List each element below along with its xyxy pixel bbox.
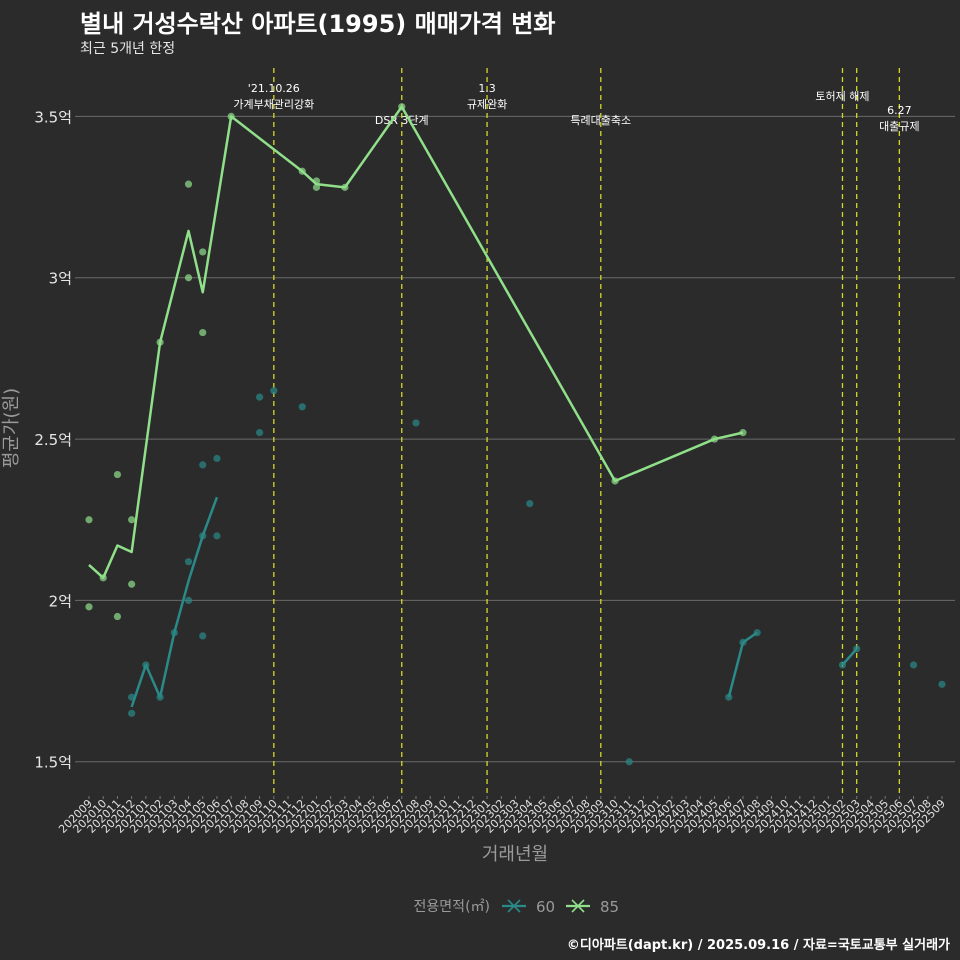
data-point-60 — [213, 454, 221, 463]
data-point-60 — [739, 638, 747, 646]
data-point-85 — [341, 183, 349, 191]
data-point-85 — [113, 470, 122, 479]
annotation-label: 토허제 해제 — [815, 89, 869, 103]
y-tick-label: 2.5억 — [34, 431, 72, 449]
data-point-60 — [853, 645, 861, 653]
annotation-label: 대출규제 — [879, 120, 919, 133]
annotation-label: DSR 3단계 — [375, 114, 429, 127]
y-tick-label: 3.5억 — [34, 108, 72, 126]
data-point-60 — [128, 709, 136, 717]
annotation-label: 1.3 — [478, 82, 496, 95]
data-point-85 — [85, 603, 93, 611]
legend-swatch-x — [571, 899, 585, 913]
y-axis-label: 평균가(원) — [1, 388, 22, 468]
legend-label: 60 — [536, 898, 555, 916]
legend: 전용면적(㎡) 60 85 — [414, 898, 620, 916]
chart-subtitle: 최근 5개년 한정 — [80, 41, 176, 57]
series-line-60 — [130, 496, 219, 708]
data-point-85 — [99, 574, 107, 582]
data-point-85 — [298, 167, 306, 175]
source-caption: ©디아파트(dapt.kr) / 2025.09.16 / 자료=국토교통부 실… — [566, 938, 950, 953]
data-point-60 — [184, 596, 193, 605]
chart-title: 별내 거성수락산 아파트(1995) 매매가격 변화 — [80, 10, 556, 38]
data-point-60 — [199, 632, 207, 640]
data-point-85 — [739, 429, 747, 437]
data-point-85 — [128, 580, 136, 588]
data-point-60 — [199, 461, 207, 469]
data-point-60 — [526, 500, 534, 508]
data-point-85 — [398, 103, 406, 111]
annotation-label: 가계부채관리강화 — [233, 98, 314, 111]
data-point-60 — [725, 693, 733, 701]
data-point-60 — [170, 629, 178, 637]
data-point-85 — [128, 516, 136, 524]
data-point-60 — [213, 532, 221, 540]
data-point-85 — [611, 477, 619, 485]
data-point-60 — [412, 419, 420, 427]
series-line-85 — [88, 105, 744, 580]
data-point-60 — [909, 661, 918, 669]
data-point-60 — [256, 393, 264, 401]
data-point-85 — [312, 177, 321, 185]
y-tick-label: 2억 — [49, 592, 72, 610]
legend-swatch-x — [507, 899, 521, 913]
data-point-60 — [184, 558, 193, 566]
data-point-60 — [270, 387, 278, 395]
data-point-60 — [938, 680, 946, 688]
data-point-60 — [625, 758, 633, 766]
data-point-85 — [184, 274, 193, 282]
annotation-label: 특례대출축소 — [570, 114, 631, 127]
data-point-85 — [312, 183, 321, 191]
legend-label: 85 — [600, 898, 619, 916]
data-point-85 — [156, 338, 164, 346]
data-point-60 — [156, 693, 164, 701]
data-point-85 — [199, 328, 207, 337]
data-point-60 — [298, 403, 306, 411]
data-point-85 — [199, 248, 207, 256]
legend-title: 전용면적(㎡) — [414, 899, 490, 915]
annotation-label: 규제완화 — [467, 98, 507, 111]
data-point-60 — [142, 661, 150, 669]
data-point-60 — [256, 429, 264, 437]
data-point-60 — [753, 629, 761, 637]
y-tick-label: 1.5억 — [34, 754, 72, 772]
x-axis-label: 거래년월 — [482, 844, 548, 865]
annotation-label: 6.27 — [887, 104, 912, 117]
data-point-85 — [227, 112, 235, 120]
data-point-60 — [838, 661, 847, 669]
data-point-85 — [85, 516, 93, 524]
y-tick-label: 3억 — [49, 270, 72, 288]
data-point-85 — [113, 612, 122, 621]
data-point-85 — [710, 435, 719, 443]
data-point-60 — [128, 693, 136, 701]
data-point-85 — [184, 180, 193, 188]
data-point-60 — [199, 532, 207, 540]
annotation-label: '21.10.26 — [248, 82, 300, 95]
